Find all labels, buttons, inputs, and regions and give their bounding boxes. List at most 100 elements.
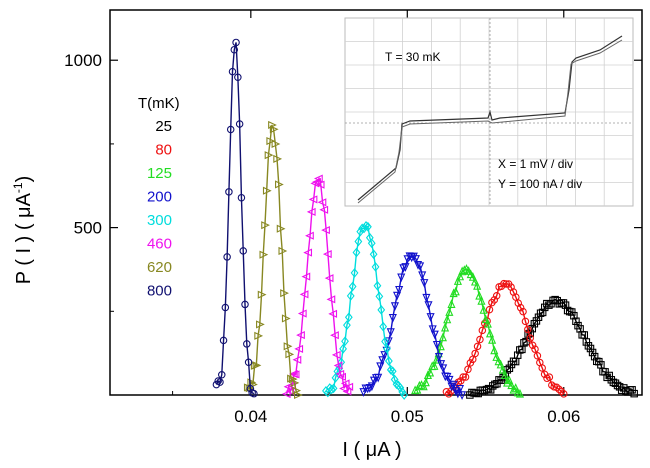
data-point <box>461 373 470 381</box>
data-point <box>503 377 512 387</box>
data-point <box>219 336 228 345</box>
series-line <box>247 124 299 396</box>
data-point <box>214 377 222 385</box>
data-point <box>374 373 383 383</box>
data-point <box>500 279 508 288</box>
data-point <box>505 364 514 373</box>
data-point <box>582 338 591 346</box>
data-point <box>552 383 561 392</box>
x-tick-label: 0.04 <box>234 407 267 426</box>
data-point <box>513 351 522 359</box>
data-point <box>285 387 295 396</box>
data-point <box>560 390 568 398</box>
data-point <box>392 291 402 301</box>
data-point <box>381 336 389 347</box>
data-point <box>296 331 305 340</box>
data-point <box>477 295 486 305</box>
data-point <box>395 285 404 295</box>
data-point <box>303 248 313 257</box>
data-point <box>383 343 391 354</box>
data-point <box>520 339 528 347</box>
data-point <box>430 330 439 340</box>
data-point <box>280 289 289 298</box>
data-point <box>364 221 372 232</box>
data-point <box>416 262 425 272</box>
data-point <box>515 388 525 398</box>
data-point <box>341 336 349 347</box>
data-point <box>223 253 231 261</box>
data-point <box>292 355 302 364</box>
data-point <box>464 365 472 374</box>
data-point <box>396 382 405 393</box>
data-point <box>343 320 351 331</box>
data-point <box>459 373 467 381</box>
data-point <box>397 273 406 283</box>
data-point <box>256 320 265 329</box>
data-point <box>371 262 380 272</box>
data-point <box>337 372 346 381</box>
data-point <box>363 384 372 394</box>
data-point <box>297 309 307 318</box>
data-point <box>443 314 452 324</box>
inset-y-scale-label: Y = 100 nA / div <box>498 177 582 191</box>
data-point <box>497 376 505 384</box>
data-point <box>354 236 363 247</box>
data-point <box>333 361 343 370</box>
data-point <box>234 73 242 82</box>
data-point <box>388 314 397 323</box>
data-point <box>561 301 570 309</box>
data-point <box>430 361 439 370</box>
data-point <box>278 246 288 256</box>
data-point <box>232 38 240 47</box>
data-point <box>442 387 451 396</box>
series-line <box>286 176 351 395</box>
data-point <box>460 265 469 275</box>
data-point <box>457 391 467 401</box>
data-point <box>437 360 446 369</box>
y-tick-label: 500 <box>74 219 102 238</box>
legend: T(mK) 25 80 125 200 300 460 620 800 <box>138 95 180 300</box>
data-point <box>471 349 479 358</box>
data-point <box>308 195 318 204</box>
data-point <box>473 280 482 290</box>
x-axis-ticks: 0.04 0.05 0.06 <box>172 10 643 426</box>
data-point <box>445 375 454 385</box>
data-point <box>259 250 269 259</box>
data-point <box>275 180 284 189</box>
data-point <box>216 378 224 386</box>
data-point <box>264 151 274 160</box>
y-axis-label: P ( I ) ( μA-1) <box>11 176 35 285</box>
legend-entry-25: 25 <box>155 118 172 135</box>
data-point <box>511 383 520 392</box>
data-point <box>375 291 384 302</box>
data-point <box>491 380 499 389</box>
data-point <box>580 331 589 339</box>
legend-entry-800: 800 <box>147 283 172 300</box>
data-point <box>340 379 350 388</box>
data-point <box>409 252 418 262</box>
data-point <box>434 352 444 362</box>
data-point <box>509 384 518 394</box>
data-point <box>322 250 332 259</box>
data-point <box>331 372 340 383</box>
data-point <box>563 306 572 315</box>
data-point <box>485 305 494 314</box>
data-point <box>388 366 397 377</box>
data-point <box>516 346 524 354</box>
y-axis-ticks: 500 1000 <box>64 51 642 312</box>
data-point <box>241 300 249 309</box>
data-point <box>306 207 316 216</box>
data-point <box>400 390 409 400</box>
data-point <box>390 302 400 312</box>
data-point <box>422 293 431 303</box>
data-point <box>516 303 525 312</box>
data-point <box>423 370 433 379</box>
data-point <box>228 67 237 76</box>
data-point <box>344 382 354 391</box>
data-point <box>534 313 543 322</box>
data-point <box>505 375 514 385</box>
data-point <box>605 371 613 380</box>
data-point <box>246 384 255 393</box>
data-point <box>218 371 226 379</box>
data-point <box>266 136 276 146</box>
